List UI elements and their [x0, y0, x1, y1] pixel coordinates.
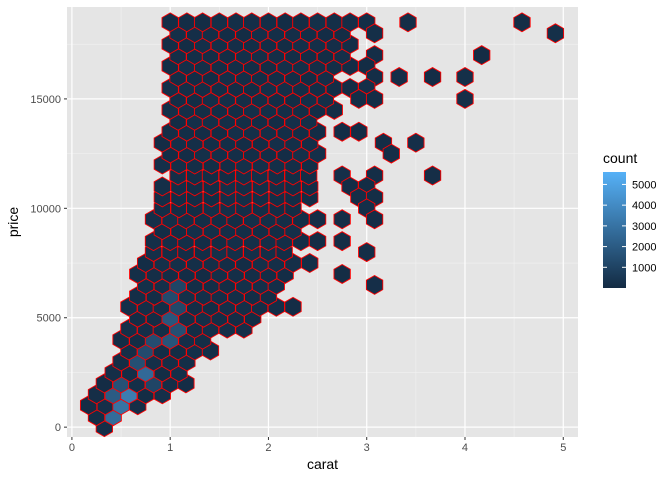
- hex-bin: [365, 88, 384, 109]
- y-tick-label: 15000: [30, 94, 61, 106]
- hex-bin: [382, 143, 400, 164]
- hex-bin: [178, 12, 196, 33]
- x-axis-title: carat: [307, 456, 338, 472]
- hex-bin: [546, 23, 565, 44]
- x-axis-ticks: 0 1 2 3 4 5: [69, 437, 566, 454]
- hex-bin: [423, 165, 442, 186]
- hex-bin: [456, 88, 474, 109]
- x-tick-label: 2: [265, 442, 271, 454]
- x-tick-label: 3: [364, 442, 370, 454]
- hex-bin: [333, 209, 351, 230]
- legend-break-label: 2000: [632, 242, 656, 254]
- hex-bin: [210, 12, 228, 33]
- hex-bin: [153, 176, 171, 197]
- y-tick-label: 5000: [37, 313, 61, 325]
- hex-bin: [276, 12, 294, 33]
- hex-bin: [333, 263, 351, 284]
- hex-bin: [365, 23, 384, 44]
- legend-break-label: 5000: [632, 179, 656, 191]
- hex-bin: [308, 209, 327, 230]
- x-tick-label: 4: [462, 442, 468, 454]
- y-tick-label: 10000: [30, 203, 61, 215]
- x-tick-label: 5: [560, 442, 566, 454]
- hex-bin: [301, 253, 319, 274]
- hex-bin: [308, 12, 327, 33]
- hex-bin: [399, 12, 417, 33]
- legend-break-label: 1000: [632, 262, 656, 274]
- y-axis-ticks: 0 5000 10000 15000: [30, 94, 67, 434]
- hex-bin: [513, 12, 531, 33]
- hex-bin: [259, 12, 278, 33]
- legend-title: count: [603, 150, 637, 166]
- hex-bin: [341, 12, 359, 33]
- legend-breaks: 1000 2000 3000 4000 5000: [603, 179, 656, 274]
- hex-bin: [365, 209, 384, 230]
- hex-bin: [473, 45, 491, 66]
- hex-bin: [390, 67, 408, 87]
- hex-bins: [79, 12, 565, 438]
- x-tick-label: 0: [69, 442, 75, 454]
- legend-break-label: 3000: [632, 221, 656, 233]
- y-tick-label: 0: [55, 422, 61, 434]
- x-tick-label: 1: [167, 442, 173, 454]
- legend-colorbar: [603, 172, 626, 288]
- hex-bin: [325, 12, 343, 33]
- legend: count 1000 2000 3000 4000 5000: [603, 150, 656, 288]
- hex-bin: [350, 88, 368, 109]
- hex-bin: [308, 231, 327, 252]
- hex-bin: [284, 296, 302, 317]
- hex-bin: [456, 67, 474, 87]
- hex-bin: [292, 12, 310, 33]
- hex-bin: [407, 132, 425, 153]
- hex-bin: [423, 67, 442, 87]
- hex-bin: [358, 242, 376, 263]
- hex-bin: [243, 12, 261, 33]
- legend-break-label: 4000: [632, 200, 656, 212]
- hex-bin: [365, 274, 384, 295]
- hex-bin: [350, 121, 368, 142]
- y-axis-title: price: [5, 207, 21, 238]
- hex-bin: [227, 12, 245, 33]
- hex-bin: [333, 121, 351, 142]
- hex-bin: [161, 12, 179, 33]
- hex-bin: [333, 231, 351, 252]
- hex-bin: [193, 12, 212, 33]
